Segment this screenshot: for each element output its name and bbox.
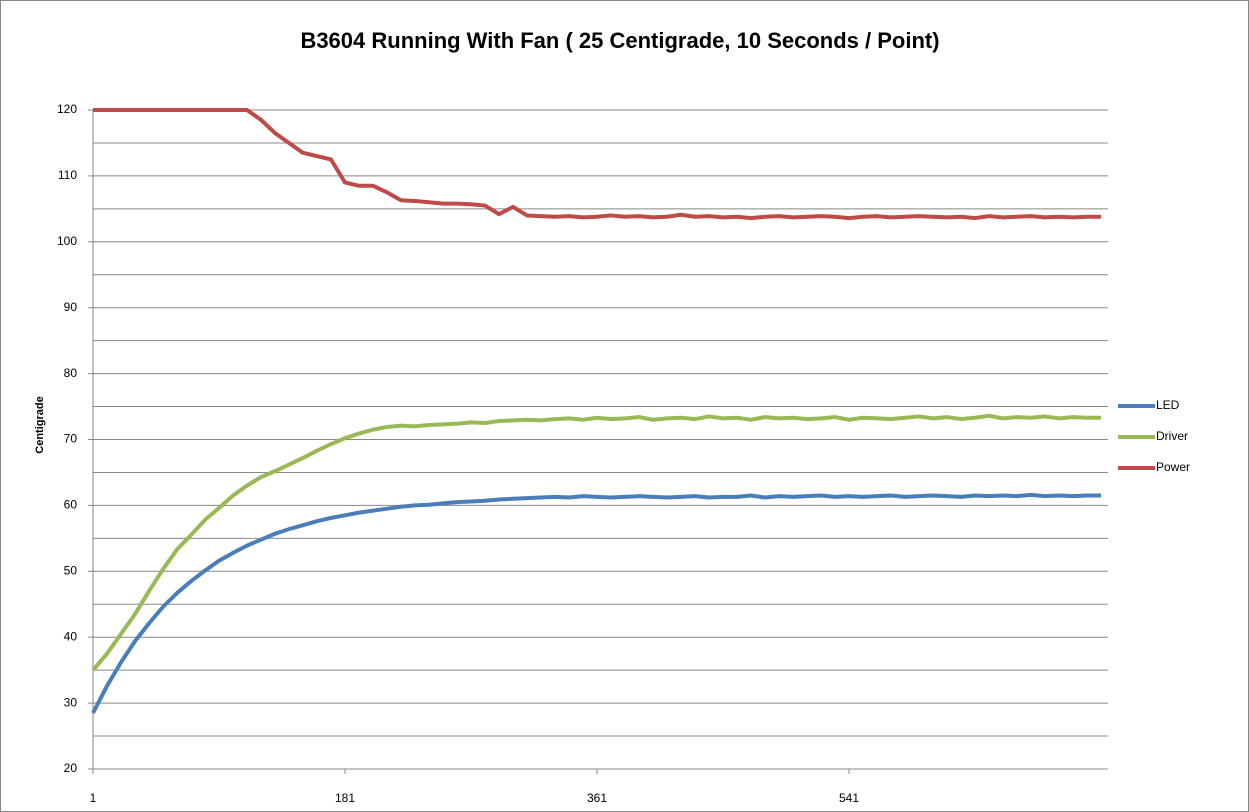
series-line <box>93 108 1101 221</box>
x-tick-label: 181 <box>335 791 355 805</box>
y-tick-label: 30 <box>64 695 78 709</box>
y-tick-label: 60 <box>64 498 78 512</box>
series-line <box>91 413 1101 672</box>
chart-title: B3604 Running With Fan ( 25 Centigrade, … <box>300 28 939 53</box>
x-tick-label: 1 <box>90 791 97 805</box>
y-axis-label: Centigrade <box>34 396 46 453</box>
legend-label: LED <box>1156 398 1180 412</box>
y-tick-label: 120 <box>57 102 77 116</box>
series-line <box>91 492 1101 714</box>
x-tick-label: 361 <box>587 791 607 805</box>
y-tick-label: 90 <box>64 300 78 314</box>
y-tick-label: 100 <box>57 234 77 248</box>
x-tick-label: 541 <box>839 791 859 805</box>
legend-label: Driver <box>1156 429 1188 443</box>
y-tick-label: 40 <box>64 629 78 643</box>
y-tick-label: 80 <box>64 366 78 380</box>
legend-label: Power <box>1156 460 1190 474</box>
y-tick-label: 110 <box>58 168 77 182</box>
y-tick-label: 20 <box>64 761 78 775</box>
y-tick-label: 50 <box>64 563 78 577</box>
y-tick-label: 70 <box>64 432 78 446</box>
